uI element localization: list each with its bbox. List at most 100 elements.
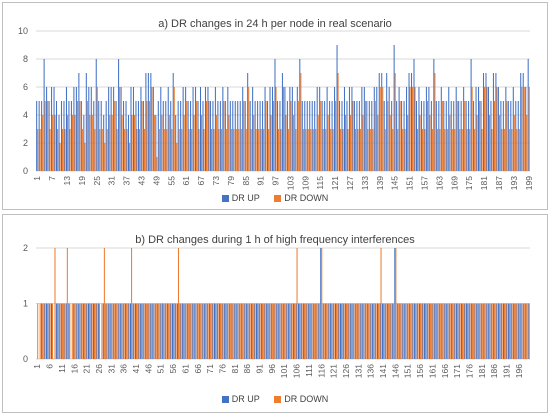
bar-dr-down	[138, 303, 140, 359]
bar-dr-down	[131, 248, 133, 359]
x-tick-label: 141	[378, 364, 388, 378]
bar-dr-up	[393, 45, 395, 171]
bar-dr-down	[148, 101, 150, 171]
bar-dr-up	[85, 303, 87, 359]
bar-dr-up	[307, 303, 309, 359]
bar-dr-down	[323, 303, 325, 359]
bar-dr-down	[506, 101, 508, 171]
bar-dr-down	[213, 129, 215, 171]
bar-dr-up	[73, 303, 75, 359]
bar-dr-down	[464, 101, 466, 171]
legend-swatch-dr-up	[221, 195, 229, 202]
bar-dr-up	[162, 101, 164, 171]
bar-dr-down	[345, 115, 347, 171]
bar-dr-down	[461, 129, 463, 171]
bar-dr-up	[428, 303, 430, 359]
bar-dr-up	[182, 87, 184, 171]
bar-dr-up	[296, 87, 298, 171]
bar-dr-down	[414, 87, 416, 171]
bar-dr-down	[320, 101, 322, 171]
bar-dr-down	[134, 115, 136, 171]
bar-dr-down	[183, 115, 185, 171]
bar-dr-up	[65, 87, 67, 171]
bar-dr-up	[247, 73, 249, 171]
bar-dr-up	[186, 303, 188, 359]
bar-dr-down	[173, 87, 175, 171]
bar-dr-up	[212, 101, 214, 171]
bar-dr-up	[391, 303, 393, 359]
bar-dr-down	[66, 115, 69, 171]
bar-dr-up	[113, 87, 115, 171]
x-tick-label: 31	[106, 364, 116, 374]
bar-dr-up	[65, 303, 67, 359]
bar-dr-down	[375, 303, 377, 359]
bar-dr-up	[430, 101, 432, 171]
bar-dr-down	[504, 303, 506, 359]
bar-dr-down	[187, 303, 189, 359]
bar-dr-down	[345, 303, 347, 359]
bar-dr-down	[389, 115, 391, 171]
bar-dr-up	[209, 303, 211, 359]
bar-dr-up	[327, 303, 329, 359]
bar-dr-up	[381, 73, 383, 171]
bar-dr-down	[136, 129, 138, 171]
bar-dr-up	[440, 87, 442, 171]
bar-dr-up	[458, 303, 460, 359]
bar-dr-down	[308, 303, 310, 359]
bar-dr-up	[269, 87, 271, 171]
bar-dr-up	[445, 101, 447, 171]
bar-dr-down	[331, 303, 333, 359]
bar-dr-down	[250, 129, 252, 171]
bar-dr-down	[300, 73, 302, 171]
bar-dr-up	[352, 303, 354, 359]
bar-dr-down	[437, 303, 439, 359]
bar-dr-up	[60, 101, 63, 171]
bar-dr-up	[46, 87, 48, 171]
x-tick-label: 31	[107, 176, 117, 186]
bar-dr-down	[378, 303, 380, 359]
bar-dr-down	[239, 303, 241, 359]
bar-dr-up	[199, 303, 201, 359]
bar-dr-down	[249, 303, 251, 359]
bar-dr-down	[116, 303, 118, 359]
bar-dr-down	[306, 303, 308, 359]
x-tick-label: 85	[241, 176, 251, 186]
bar-dr-down	[336, 303, 338, 359]
bar-dr-down	[207, 303, 209, 359]
bar-dr-down	[317, 115, 319, 171]
bar-dr-down	[365, 303, 367, 359]
bar-dr-up	[286, 101, 288, 171]
bar-dr-up	[336, 45, 338, 171]
bar-dr-up	[517, 101, 519, 171]
bar-dr-up	[367, 303, 369, 359]
bar-dr-down	[89, 115, 91, 171]
bar-dr-down	[384, 129, 386, 171]
bar-dr-up	[460, 101, 462, 171]
bar-dr-up	[43, 303, 45, 359]
bar-dr-down	[140, 303, 142, 359]
bar-dr-up	[108, 87, 110, 171]
bar-dr-down	[225, 129, 227, 171]
bar-dr-up	[495, 73, 497, 171]
bar-dr-down	[212, 303, 214, 359]
bar-dr-up	[433, 59, 435, 171]
bar-dr-down	[454, 129, 456, 171]
bar-dr-down	[131, 115, 133, 171]
bar-dr-down	[146, 101, 148, 171]
bar-dr-down	[402, 303, 404, 359]
bar-dr-up	[369, 303, 371, 359]
bar-dr-down	[205, 101, 208, 171]
bar-dr-down	[91, 115, 93, 171]
bar-dr-up	[396, 101, 398, 171]
bar-dr-down	[491, 303, 493, 359]
bar-dr-down	[457, 303, 459, 359]
bar-dr-down	[442, 303, 444, 359]
bar-dr-down	[367, 129, 369, 171]
bar-dr-down	[454, 303, 456, 359]
bar-dr-down	[182, 303, 184, 359]
bar-dr-up	[80, 303, 82, 359]
bar-dr-up	[293, 303, 295, 359]
bar-dr-down	[168, 303, 170, 359]
bar-dr-down	[49, 303, 51, 359]
bar-dr-down	[424, 129, 426, 171]
